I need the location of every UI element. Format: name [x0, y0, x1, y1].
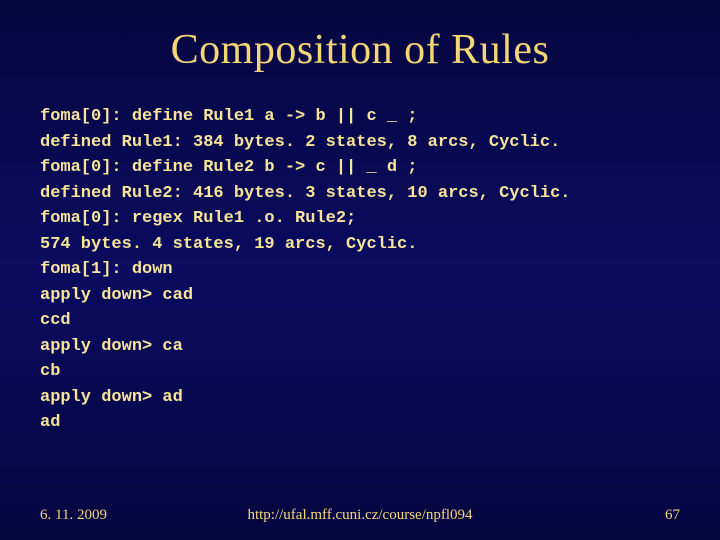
code-line: foma[0]: define Rule2 b -> c || _ d ;: [40, 158, 417, 177]
footer-page-number: 67: [665, 507, 680, 524]
code-block: foma[0]: define Rule1 a -> b || c _ ; de…: [0, 84, 720, 436]
code-line: foma[0]: define Rule1 a -> b || c _ ;: [40, 107, 417, 126]
code-line: ccd: [40, 311, 71, 330]
code-line: apply down> ad: [40, 388, 183, 407]
slide-title: Composition of Rules: [0, 0, 720, 84]
code-line: foma[1]: down: [40, 260, 173, 279]
code-line: 574 bytes. 4 states, 19 arcs, Cyclic.: [40, 235, 417, 254]
code-line: ad: [40, 413, 60, 432]
footer-url: http://ufal.mff.cuni.cz/course/npfl094: [0, 507, 720, 524]
code-line: defined Rule2: 416 bytes. 3 states, 10 a…: [40, 184, 571, 203]
code-line: foma[0]: regex Rule1 .o. Rule2;: [40, 209, 356, 228]
slide: Composition of Rules foma[0]: define Rul…: [0, 0, 720, 540]
code-line: apply down> ca: [40, 337, 183, 356]
code-line: apply down> cad: [40, 286, 193, 305]
code-line: cb: [40, 362, 60, 381]
code-line: defined Rule1: 384 bytes. 2 states, 8 ar…: [40, 133, 560, 152]
